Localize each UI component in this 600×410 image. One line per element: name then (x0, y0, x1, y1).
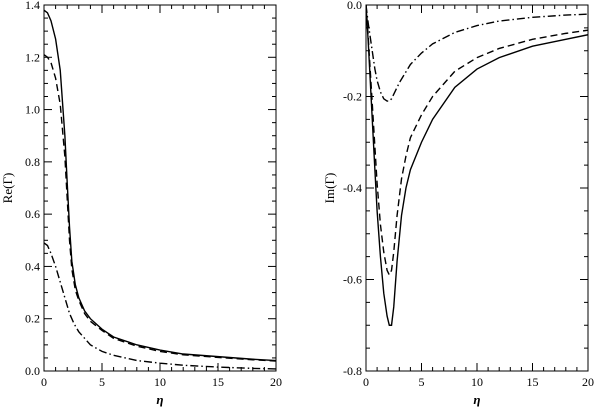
y-axis-title: Im(Γ) (322, 173, 337, 204)
y-tick-label: 0.2 (25, 312, 40, 326)
x-tick-label: 15 (212, 375, 224, 389)
y-axis-title: Re(Γ) (0, 173, 15, 204)
series-line-dashed (366, 5, 588, 277)
series-line-solid (44, 9, 276, 362)
plot-frame (365, 4, 589, 372)
y-tick-label: 0.6 (25, 207, 40, 221)
x-axis-title: η (156, 392, 163, 407)
x-tick-label: 10 (154, 375, 166, 389)
series-line-solid (366, 5, 588, 326)
x-tick-label: 5 (99, 375, 105, 389)
x-tick-label: 15 (527, 375, 539, 389)
y-tick-label: 0.0 (347, 0, 362, 12)
series-line-dashed (44, 54, 276, 362)
y-tick-label: 1.4 (25, 0, 40, 12)
x-axis-title: η (473, 392, 480, 407)
x-tick-label: 20 (582, 375, 594, 389)
x-tick-label: 20 (270, 375, 282, 389)
y-tick-label: -0.2 (343, 90, 362, 104)
plot-frame (43, 4, 277, 372)
y-tick-label: 0.4 (25, 259, 40, 273)
x-tick-label: 10 (471, 375, 483, 389)
y-tick-label: 0.8 (25, 155, 40, 169)
series-line-dashdot (44, 242, 276, 370)
y-tick-label: -0.8 (343, 364, 362, 378)
panel-imaginary-part: 0 5 10 15 20 -0.8 -0.6 -0.4 -0.2 0.0 η Im(Γ) (322, 0, 594, 407)
panel-real-part: 0 5 10 15 20 0.0 0.2 0.4 0.6 0.8 1.0 1.2 1.4 η Re(Γ) (0, 0, 282, 407)
y-tick-label: 1.2 (25, 50, 40, 64)
series-line-dashdot (366, 5, 588, 102)
x-tick-label: 0 (41, 375, 47, 389)
y-tick-label: -0.4 (343, 181, 362, 195)
y-tick-label: -0.6 (343, 273, 362, 287)
y-tick-label: 0.0 (25, 364, 40, 378)
x-tick-label: 5 (419, 375, 425, 389)
x-tick-label: 0 (363, 375, 369, 389)
y-tick-label: 1.0 (25, 103, 40, 117)
